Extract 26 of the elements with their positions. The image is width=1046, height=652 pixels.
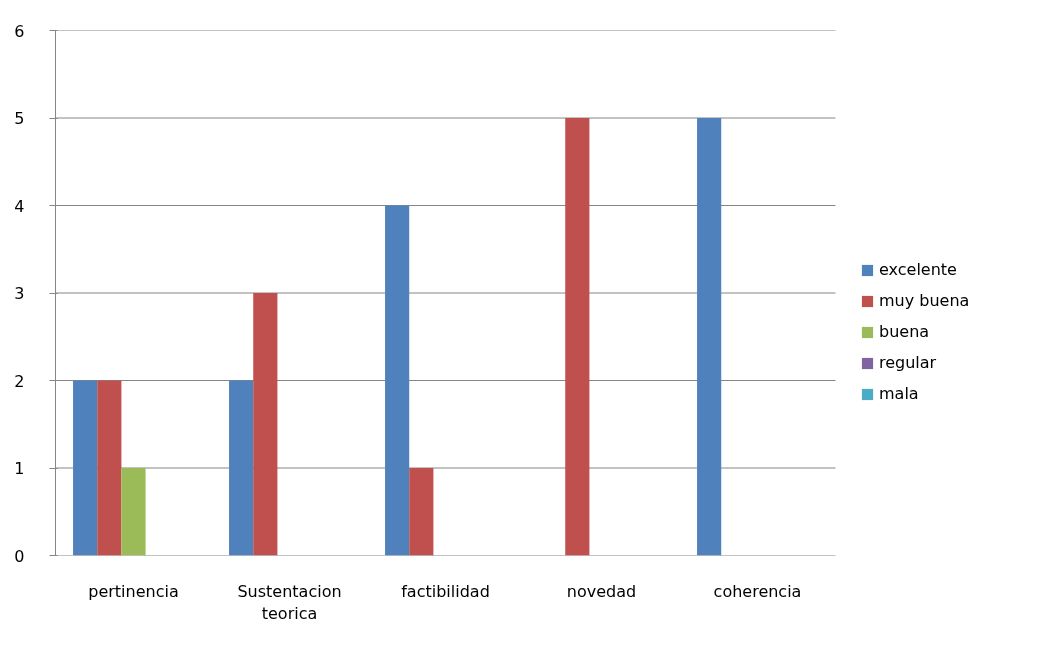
bar (73, 380, 98, 556)
y-tick-label: 4 (14, 196, 25, 216)
x-tick-label: novedad (566, 581, 637, 601)
legend-label: muy buena (879, 291, 970, 310)
bar (253, 293, 278, 556)
y-tick-label: 1 (14, 459, 25, 478)
bar (229, 380, 254, 556)
y-tick-label: 5 (14, 109, 25, 128)
bar (409, 468, 434, 556)
y-tick-label: 2 (14, 371, 25, 391)
bar (385, 205, 410, 556)
y-tick-label: 6 (14, 21, 25, 41)
bar (97, 380, 122, 556)
legend-label: excelente (879, 260, 957, 279)
bar (121, 468, 146, 556)
legend-label: mala (879, 384, 919, 403)
x-tick-label: Sustentacion teorica (237, 581, 342, 624)
x-tick-label: pertinencia (88, 581, 179, 601)
legend-label: buena (879, 322, 930, 341)
x-tick-label: coherencia (713, 581, 802, 601)
bar (697, 118, 722, 556)
x-tick-label: factibilidad (401, 581, 490, 601)
bar (565, 118, 590, 556)
legend-label: regular (879, 353, 937, 372)
y-tick-label: 0 (14, 546, 25, 566)
y-tick-label: 3 (14, 284, 25, 303)
